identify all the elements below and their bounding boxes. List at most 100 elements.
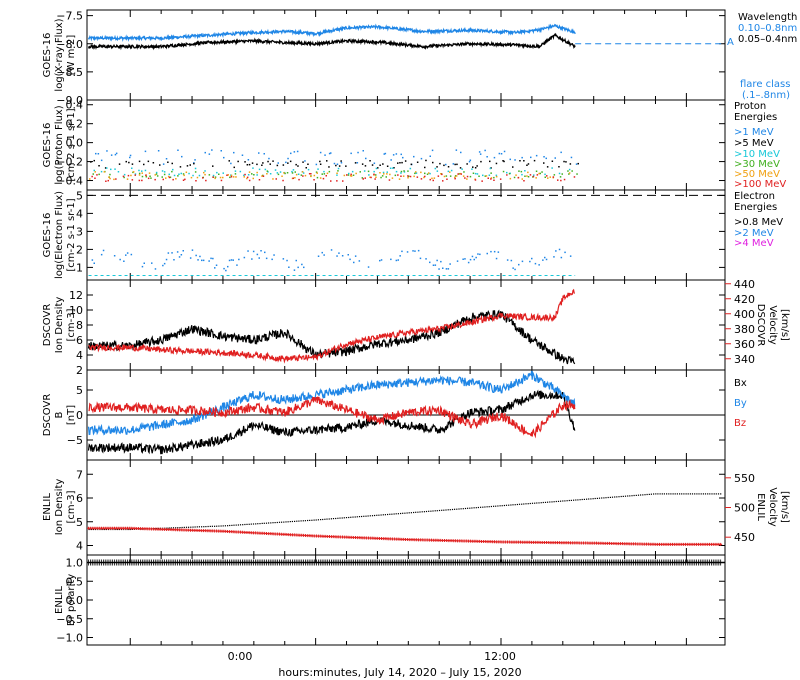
data-point bbox=[141, 179, 143, 182]
y-tick-label: −0.4 bbox=[56, 175, 83, 188]
data-point bbox=[386, 171, 388, 173]
data-point bbox=[335, 164, 337, 167]
y-tick-label: 0 bbox=[76, 409, 83, 422]
data-point bbox=[278, 521, 281, 523]
panel-xray: GOES-16 log(X-ray Flux) [W m-2] Waveleng… bbox=[42, 9, 797, 107]
data-point bbox=[403, 170, 405, 172]
data-point bbox=[216, 171, 218, 174]
data-point bbox=[502, 160, 504, 162]
data-point bbox=[272, 522, 274, 524]
data-point bbox=[381, 175, 384, 177]
data-point bbox=[92, 173, 94, 175]
data-point bbox=[484, 149, 486, 152]
data-point bbox=[520, 170, 523, 173]
data-point bbox=[97, 153, 100, 155]
data-point bbox=[457, 173, 459, 175]
y-tick-label: 4 bbox=[76, 207, 83, 220]
data-point bbox=[653, 493, 655, 495]
data-point bbox=[429, 178, 431, 181]
data-point bbox=[596, 497, 598, 499]
data-point bbox=[389, 513, 391, 515]
data-point bbox=[407, 177, 409, 179]
data-point bbox=[640, 494, 642, 496]
data-point bbox=[432, 161, 434, 164]
data-point bbox=[317, 519, 319, 521]
data-point bbox=[449, 171, 451, 173]
data-point bbox=[267, 160, 269, 163]
data-point bbox=[676, 493, 678, 495]
data-point bbox=[214, 176, 217, 178]
series-dots bbox=[87, 526, 723, 546]
data-point bbox=[123, 176, 125, 179]
data-point bbox=[521, 260, 524, 263]
data-point bbox=[428, 172, 430, 174]
data-point bbox=[558, 166, 560, 168]
data-point bbox=[543, 162, 545, 164]
data-point bbox=[168, 176, 171, 179]
data-point bbox=[341, 517, 343, 519]
series-line bbox=[87, 309, 576, 365]
data-point bbox=[301, 171, 304, 173]
data-point bbox=[283, 521, 285, 523]
data-point bbox=[241, 154, 244, 156]
y-label-line: ENLIL bbox=[54, 586, 65, 614]
data-point bbox=[163, 171, 166, 173]
data-point bbox=[262, 174, 264, 177]
data-point bbox=[576, 173, 578, 175]
y-tick-label: 2 bbox=[76, 243, 83, 256]
data-point bbox=[145, 176, 148, 178]
data-point bbox=[210, 257, 212, 260]
data-point bbox=[305, 167, 307, 169]
data-point bbox=[618, 496, 620, 498]
data-point bbox=[184, 178, 186, 181]
data-point bbox=[315, 163, 318, 166]
data-point bbox=[195, 254, 197, 257]
data-point bbox=[233, 151, 235, 154]
data-point bbox=[98, 173, 100, 176]
data-point bbox=[440, 260, 442, 263]
data-point bbox=[415, 171, 417, 173]
legend-entry: >0.8 MeV bbox=[734, 217, 783, 228]
data-point bbox=[204, 151, 206, 154]
data-point bbox=[167, 161, 169, 163]
data-point bbox=[650, 493, 652, 495]
data-point bbox=[401, 250, 403, 253]
data-point bbox=[648, 493, 650, 495]
data-point bbox=[341, 255, 344, 257]
data-point bbox=[91, 175, 93, 178]
y-label-line: [cm-3] bbox=[66, 308, 77, 341]
data-point bbox=[500, 153, 503, 155]
y-label-line: Br polarity bbox=[66, 574, 77, 626]
right-y-tick-label: 420 bbox=[734, 293, 755, 306]
data-point bbox=[204, 173, 206, 176]
data-point bbox=[282, 258, 285, 260]
data-point bbox=[319, 177, 322, 179]
data-point bbox=[443, 175, 446, 178]
data-point bbox=[361, 177, 364, 179]
data-point bbox=[637, 494, 640, 496]
data-point bbox=[538, 264, 540, 266]
data-point bbox=[337, 170, 339, 172]
data-point bbox=[402, 175, 405, 177]
data-point bbox=[568, 173, 570, 175]
data-point bbox=[349, 175, 352, 177]
data-point bbox=[330, 152, 332, 154]
right-y-tick-label: 380 bbox=[734, 323, 755, 336]
data-point bbox=[129, 156, 131, 159]
data-point bbox=[277, 162, 279, 164]
data-point bbox=[134, 174, 136, 176]
data-point bbox=[434, 510, 436, 512]
data-point bbox=[243, 174, 245, 177]
data-point bbox=[211, 149, 213, 151]
data-point bbox=[390, 258, 392, 261]
data-point bbox=[374, 178, 376, 180]
data-point bbox=[232, 176, 235, 178]
data-point bbox=[462, 258, 464, 260]
data-point bbox=[185, 526, 188, 528]
data-point bbox=[143, 163, 145, 166]
data-point bbox=[425, 510, 428, 513]
data-point bbox=[704, 493, 707, 495]
data-point bbox=[247, 250, 249, 252]
data-point bbox=[259, 523, 261, 525]
data-point bbox=[307, 163, 309, 165]
